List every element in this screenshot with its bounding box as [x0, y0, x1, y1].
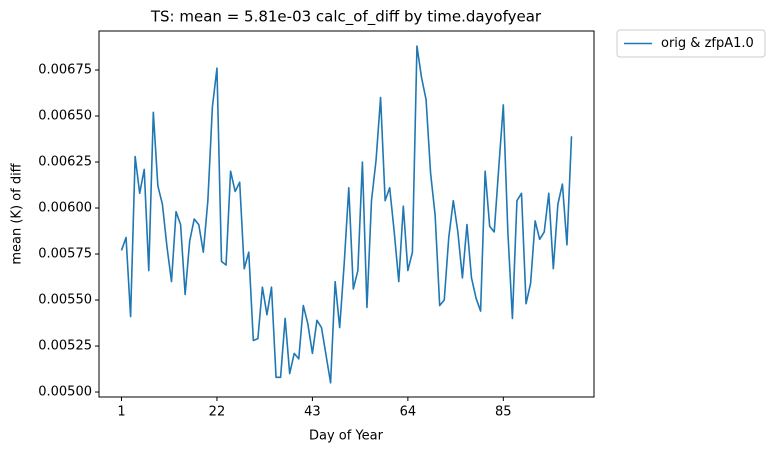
y-axis-label: mean (K) of diff: [10, 162, 25, 264]
x-tick-label: 1: [117, 405, 125, 420]
y-tick-label: 0.00650: [38, 109, 92, 124]
x-tick-label: 43: [304, 405, 321, 420]
x-tick-label: 64: [400, 405, 417, 420]
x-tick-label: 22: [209, 405, 226, 420]
y-tick-label: 0.00550: [38, 293, 92, 308]
y-tick-label: 0.00675: [38, 63, 92, 78]
line-series: [120, 45, 573, 384]
legend-label: orig & zfpA1.0: [661, 36, 754, 51]
y-tick-label: 0.00525: [38, 339, 92, 354]
y-tick-label: 0.00625: [38, 155, 92, 170]
plot-frame: [98, 30, 595, 398]
y-tick-label: 0.00575: [38, 247, 92, 262]
chart-title: TS: mean = 5.81e-03 calc_of_diff by time…: [150, 8, 542, 27]
x-axis-label: Day of Year: [309, 429, 384, 444]
x-tick-label: 85: [495, 405, 512, 420]
legend-box: [616, 29, 766, 58]
y-tick-label: 0.00500: [38, 385, 92, 400]
y-tick-label: 0.00600: [38, 201, 92, 216]
